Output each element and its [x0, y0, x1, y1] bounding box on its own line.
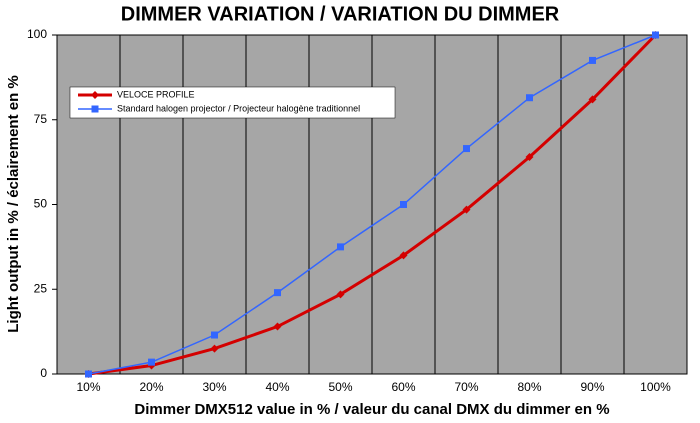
marker	[336, 290, 345, 299]
x-tick-label: 40%	[265, 380, 289, 394]
x-tick-label: 10%	[76, 380, 100, 394]
marker	[91, 91, 99, 99]
marker	[588, 95, 597, 104]
legend-label: VELOCE PROFILE	[117, 89, 195, 99]
x-tick-label: 80%	[517, 380, 541, 394]
x-tick-label: 20%	[139, 380, 163, 394]
x-tick-label: 30%	[202, 380, 226, 394]
y-tick-label: 50	[34, 197, 48, 211]
x-tick-label: 90%	[580, 380, 604, 394]
y-tick-label: 100	[27, 27, 47, 41]
marker	[526, 94, 533, 102]
marker	[274, 289, 281, 297]
marker	[399, 251, 408, 260]
marker	[400, 201, 407, 208]
x-axis-label: Dimmer DMX512 value in % / valeur du can…	[134, 401, 609, 418]
marker	[462, 205, 471, 214]
marker	[273, 322, 282, 331]
marker	[148, 358, 155, 366]
marker	[85, 370, 92, 378]
marker	[91, 105, 99, 113]
marker	[211, 331, 218, 339]
x-tick-label: 60%	[391, 380, 415, 394]
series-line	[88, 34, 656, 375]
x-tick-label: 70%	[454, 380, 478, 394]
marker	[337, 243, 344, 251]
y-tick-label: 0	[40, 366, 47, 380]
x-tick-label: 50%	[328, 380, 352, 394]
marker	[589, 56, 596, 64]
legend-label: Standard halogen projector / Projecteur …	[117, 103, 360, 113]
marker	[210, 344, 219, 353]
marker	[652, 31, 659, 39]
marker	[463, 145, 470, 153]
x-tick-label: 100%	[640, 380, 671, 394]
legend	[69, 86, 396, 119]
marker	[525, 153, 534, 162]
y-axis-label: Light output in % / éclairement en %	[5, 75, 22, 333]
y-tick-label: 25	[34, 281, 48, 295]
series-line	[88, 33, 657, 376]
chart-title: DIMMER VARIATION / VARIATION DU DIMMER	[121, 3, 560, 25]
y-tick-label: 75	[34, 112, 48, 126]
